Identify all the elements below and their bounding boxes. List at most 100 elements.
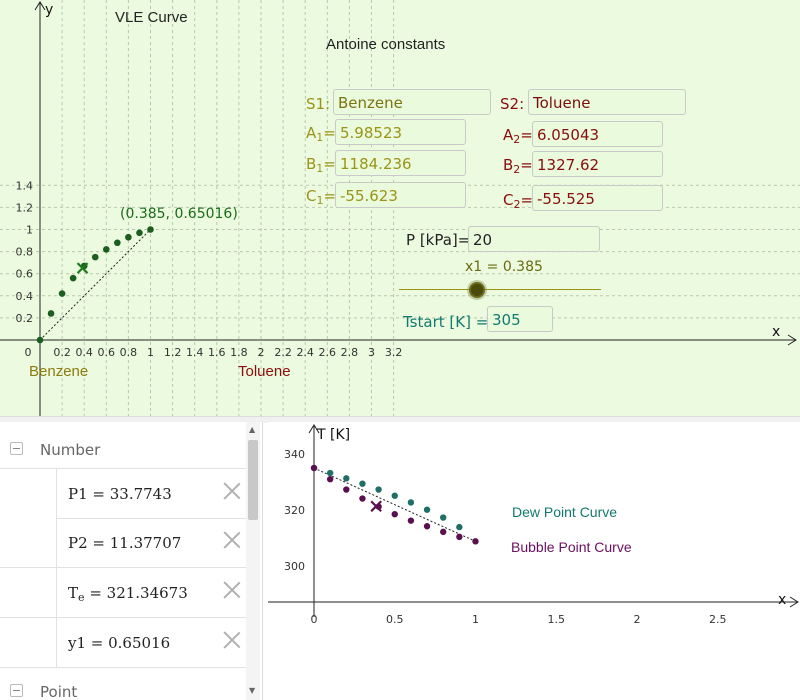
view-divider[interactable] — [0, 416, 800, 423]
algebra-item-p2[interactable]: P2 = 11.37707 — [0, 518, 246, 568]
close-icon[interactable] — [222, 580, 242, 600]
category-point[interactable]: Point — [0, 666, 246, 700]
grid — [0, 0, 800, 416]
x-tick-label: 1.5 — [548, 613, 566, 626]
c2-input[interactable]: -55.525 — [532, 185, 663, 211]
x-tick-label: 2.5 — [709, 613, 727, 626]
x-tick-label: 2.4 — [296, 346, 314, 359]
category-number[interactable]: Number — [0, 424, 246, 472]
vle-point — [136, 229, 143, 237]
point-coordinate-label: (0.385, 0.65016) — [120, 206, 238, 222]
collapse-icon[interactable] — [10, 442, 23, 455]
y-tick-label: 340 — [284, 448, 305, 461]
y-tick-label: 1 — [26, 224, 33, 237]
item-gutter[interactable] — [0, 568, 57, 617]
scrollbar[interactable]: ▲ ▼ — [246, 422, 260, 700]
a2-label: A2= — [503, 126, 533, 146]
tstart-label: Tstart [K] = — [403, 313, 489, 331]
dew-point — [343, 475, 350, 482]
vle-point — [125, 233, 132, 241]
vle-point — [91, 253, 99, 261]
vle-point — [103, 246, 110, 253]
b2-label: B2= — [503, 156, 533, 176]
algebra-view[interactable]: Number P1 = 33.7743 P2 = 11.37707 Te = 3… — [0, 422, 263, 700]
algebra-item-p1[interactable]: P1 = 33.7743 — [0, 468, 246, 519]
dew-point — [391, 492, 398, 499]
dew-point — [326, 469, 334, 477]
dew-point — [359, 480, 366, 487]
s2-input[interactable]: Toluene — [528, 89, 686, 115]
scroll-down-icon[interactable]: ▼ — [249, 686, 256, 695]
b1-input[interactable]: 1184.236 — [335, 150, 466, 176]
component1-label: Benzene — [29, 363, 89, 380]
item-text: y1 = 0.65016 — [68, 634, 171, 652]
y-tick-label: 320 — [284, 504, 305, 517]
x-axis-label: x — [778, 592, 786, 608]
current-temperature-marker — [370, 500, 382, 512]
y-tick-label: 1.4 — [16, 179, 34, 192]
category-label: Number — [40, 441, 101, 459]
a1-input[interactable]: 5.98523 — [335, 119, 466, 145]
x-tick-label: 2 — [258, 346, 265, 359]
item-text: P2 = 11.37707 — [68, 534, 182, 552]
b2-input[interactable]: 1327.62 — [532, 151, 663, 177]
y-tick-label: 0.2 — [16, 312, 34, 325]
a1-label: A1= — [306, 124, 336, 144]
dew-point — [456, 523, 463, 531]
temperature-plot: 0 0.5 1 1.5 2 2.5 300 320 340 T [K] x Dew Point … — [268, 424, 799, 626]
tick-labels: 0 0.5 1 1.5 2 2.5 300 320 340 — [284, 448, 727, 626]
a2-input[interactable]: 6.05043 — [532, 121, 663, 147]
x-tick-label: 0.5 — [386, 613, 404, 626]
scroll-up-icon[interactable]: ▲ — [249, 425, 256, 434]
algebra-item-y1[interactable]: y1 = 0.65016 — [0, 618, 246, 668]
x-tick-label: 0 — [25, 346, 32, 359]
x1-slider-label: x1 = 0.385 — [465, 259, 543, 275]
x-tick-label: 2.8 — [341, 346, 359, 359]
x-tick-label: 1.4 — [186, 346, 204, 359]
graphics-view-2[interactable]: 0 0.5 1 1.5 2 2.5 300 320 340 T [K] x Dew Point … — [268, 422, 800, 700]
vle-point — [114, 239, 121, 247]
dew-curve-label: Dew Point Curve — [512, 504, 617, 520]
vle-point — [36, 336, 44, 344]
dew-point — [423, 506, 431, 513]
tstart-input[interactable]: 305 — [487, 306, 553, 332]
x1-slider-handle[interactable] — [468, 282, 485, 298]
vle-plot: 0 0.2 0.4 0.6 0.8 1 1.2 1.4 1.6 1.8 2 2.2 2.4 2.6 2.8 3… — [0, 0, 800, 416]
bubble-point — [310, 464, 318, 472]
chart-title: VLE Curve — [115, 9, 188, 26]
item-gutter[interactable] — [0, 518, 57, 567]
x-axis-arrow — [789, 596, 799, 608]
s1-label: S1: — [306, 95, 331, 113]
close-icon[interactable] — [222, 481, 242, 501]
pressure-input[interactable]: 20 — [468, 226, 600, 252]
c1-input[interactable]: -55.623 — [335, 182, 466, 208]
item-gutter[interactable] — [0, 618, 57, 667]
x-tick-label: 1 — [147, 346, 154, 359]
x-tick-label: 1.8 — [230, 346, 248, 359]
x1-slider-track[interactable] — [399, 289, 601, 290]
collapse-icon[interactable] — [10, 684, 23, 697]
y-tick-label: 1.2 — [16, 201, 34, 214]
s1-input[interactable]: Benzene — [333, 89, 491, 115]
x-tick-label: 1.6 — [208, 346, 226, 359]
vle-point — [47, 310, 55, 317]
close-icon[interactable] — [222, 530, 242, 550]
x-tick-label: 0.6 — [98, 346, 116, 359]
y-axis-arrow — [34, 1, 46, 11]
y-tick-label: 0.8 — [16, 246, 34, 259]
item-gutter[interactable] — [0, 469, 57, 518]
antoine-heading: Antoine constants — [326, 36, 446, 53]
graphics-view-1[interactable]: 0 0.2 0.4 0.6 0.8 1 1.2 1.4 1.6 1.8 2 2.2 2.4 2.6 2.8 3… — [0, 0, 800, 416]
bubble-curve-label: Bubble Point Curve — [511, 539, 632, 555]
c2-label: C2= — [503, 191, 534, 211]
y-axis-label: y — [45, 2, 53, 18]
scroll-thumb[interactable] — [248, 440, 258, 520]
vle-point — [69, 274, 77, 282]
bubble-point — [343, 486, 350, 493]
b1-label: B1= — [306, 155, 336, 175]
bubble-point — [472, 538, 479, 545]
x-tick-label: 0.2 — [53, 346, 71, 359]
x-tick-label: 2.6 — [319, 346, 337, 359]
algebra-item-te[interactable]: Te = 321.34673 — [0, 568, 246, 618]
close-icon[interactable] — [222, 630, 242, 650]
